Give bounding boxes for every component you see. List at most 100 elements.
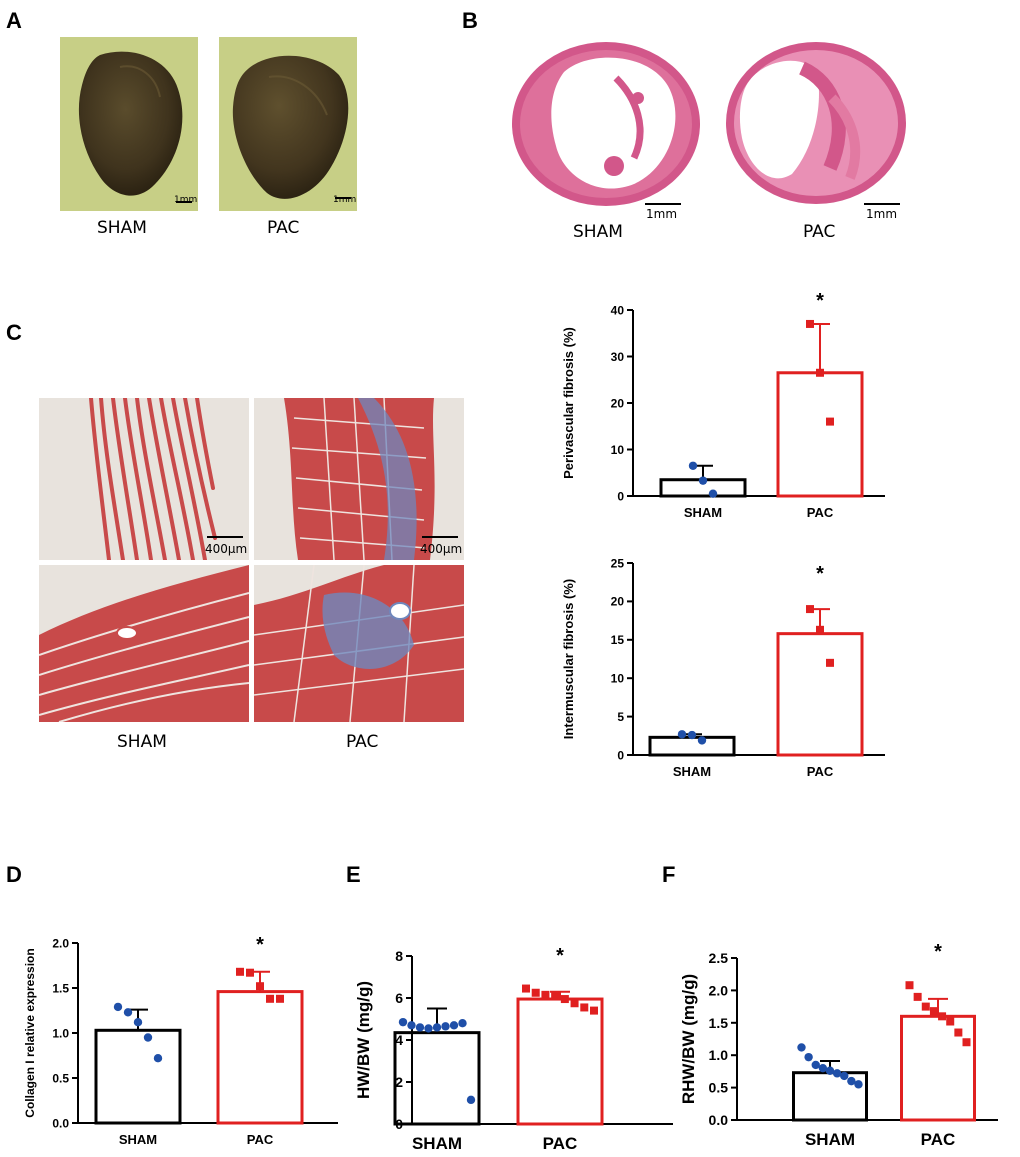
label-a-sham: SHAM: [97, 218, 147, 238]
bar-sham: [94, 1028, 182, 1125]
y-axis-label: Perivascular fibrosis (%): [561, 327, 576, 479]
x-tick-label-sham: SHAM: [119, 1132, 157, 1147]
x-tick-label-pac: PAC: [807, 764, 834, 779]
y-tick-label: 2.0: [52, 936, 69, 950]
panel-letter-f: F: [662, 862, 676, 887]
x-tick-label-sham: SHAM: [673, 764, 711, 779]
label-c-pac: PAC: [346, 732, 379, 752]
x-tick-label-pac: PAC: [807, 505, 834, 520]
data-point-pac: [570, 999, 579, 1008]
y-axis-label: Collagen I relative expression: [23, 948, 37, 1117]
data-point-sham: [811, 1060, 820, 1070]
data-point-pac: [256, 982, 264, 991]
scale-label-b-sham: 1mm: [646, 207, 678, 221]
data-point-pac: [816, 368, 824, 377]
bar-sham: [393, 1031, 481, 1126]
bar-pac: [216, 990, 304, 1125]
x-tick-label-pac: PAC: [921, 1130, 956, 1149]
data-point-pac: [816, 625, 824, 634]
chart-rhwbw: 0.0 0.5 1.0 1.5 2.0 2.5 RHW/BW (mg/g) SHAM PAC *: [679, 930, 1000, 1155]
data-point-pac: [580, 1003, 589, 1012]
panel-letter-e: E: [346, 862, 361, 887]
y-axis-label: HW/BW (mg/g): [354, 981, 373, 1099]
y-tick-label: 0.0: [52, 1116, 69, 1130]
data-point-sham: [847, 1076, 856, 1086]
pac-he-section: [722, 38, 910, 208]
pac-heart-photo: [219, 37, 357, 211]
data-point-sham: [466, 1095, 476, 1105]
data-point-sham: [688, 461, 698, 470]
chart-collagen: 0.0 0.5 1.0 1.5 2.0 Collagen I relative expre…: [20, 915, 340, 1155]
data-point-sham: [424, 1024, 433, 1033]
pac-masson-top: [254, 398, 464, 560]
label-a-pac: PAC: [267, 218, 300, 238]
data-point-sham: [123, 1008, 133, 1017]
y-tick-label: 6: [395, 990, 403, 1006]
sham-he-section: [508, 38, 706, 210]
significance-star: *: [816, 290, 824, 312]
y-tick-label: 5: [617, 710, 624, 724]
y-tick-label: 10: [611, 443, 625, 457]
bar-pac: [516, 997, 604, 1126]
data-point-sham: [113, 1002, 123, 1012]
y-tick-label: 1.0: [52, 1026, 69, 1040]
scale-label-b-pac: 1mm: [866, 207, 898, 221]
scale-bar-b-pac: [864, 203, 900, 205]
data-point-pac: [560, 995, 569, 1004]
data-point-pac: [522, 984, 530, 993]
data-point-sham: [458, 1019, 467, 1028]
panel-letter-b: B: [462, 8, 478, 33]
data-point-sham: [687, 730, 697, 740]
data-point-pac: [826, 658, 834, 667]
data-point-pac: [954, 1028, 963, 1037]
y-tick-label: 2.0: [709, 982, 729, 998]
data-point-pac: [590, 1006, 598, 1015]
y-axis-label: RHW/BW (mg/g): [679, 974, 698, 1104]
sham-heart-photo: [60, 37, 198, 211]
data-point-sham: [698, 476, 708, 485]
chart-perivascular: 0 10 20 30 40 Perivascular fibrosis (%) SHAM PA…: [555, 285, 935, 530]
significance-star: *: [556, 945, 564, 967]
y-tick-label: 4: [395, 1032, 403, 1048]
data-point-sham: [398, 1017, 408, 1027]
data-point-sham: [818, 1063, 828, 1073]
y-tick-label: 0.5: [709, 1080, 729, 1096]
data-point-pac: [921, 1002, 930, 1011]
data-point-pac: [938, 1012, 947, 1021]
data-point-sham: [407, 1021, 416, 1030]
data-point-sham: [832, 1069, 842, 1078]
bar-pac: [776, 371, 864, 498]
scale-label-a-sham: 1mm: [174, 195, 198, 205]
label-c-sham: SHAM: [117, 732, 167, 752]
label-b-sham: SHAM: [573, 222, 623, 242]
data-point-sham: [697, 736, 707, 745]
x-tick-label-pac: PAC: [247, 1132, 274, 1147]
data-point-pac: [905, 981, 914, 990]
sham-masson-bottom: [39, 565, 249, 722]
x-tick-label-sham: SHAM: [412, 1134, 462, 1153]
data-point-sham: [153, 1054, 163, 1063]
panel-letter-d: D: [6, 862, 22, 887]
y-tick-label: 0: [617, 748, 624, 762]
y-tick-label: 2: [395, 1074, 403, 1090]
data-point-sham: [804, 1052, 813, 1062]
data-point-pac: [962, 1038, 971, 1047]
data-point-sham: [825, 1066, 835, 1075]
data-point-pac: [551, 991, 560, 1000]
y-tick-label: 20: [611, 396, 625, 410]
data-point-pac: [266, 994, 274, 1003]
data-point-pac: [236, 967, 244, 976]
y-tick-label: 20: [611, 595, 625, 609]
data-point-sham: [441, 1022, 450, 1031]
panel-letter-c: C: [6, 320, 22, 345]
panel-letter-a: A: [6, 8, 22, 33]
chart-hwbw: 0 2 4 6 8 HW/BW (mg/g) SHAM PAC *: [354, 930, 675, 1155]
label-b-pac: PAC: [803, 222, 836, 242]
data-point-pac: [276, 994, 284, 1003]
data-point-sham: [432, 1023, 442, 1032]
data-point-pac: [913, 992, 922, 1001]
bar-sham: [792, 1071, 868, 1122]
y-tick-label: 0: [617, 489, 624, 503]
bar-pac: [776, 632, 864, 757]
y-tick-label: 1.0: [709, 1047, 729, 1063]
